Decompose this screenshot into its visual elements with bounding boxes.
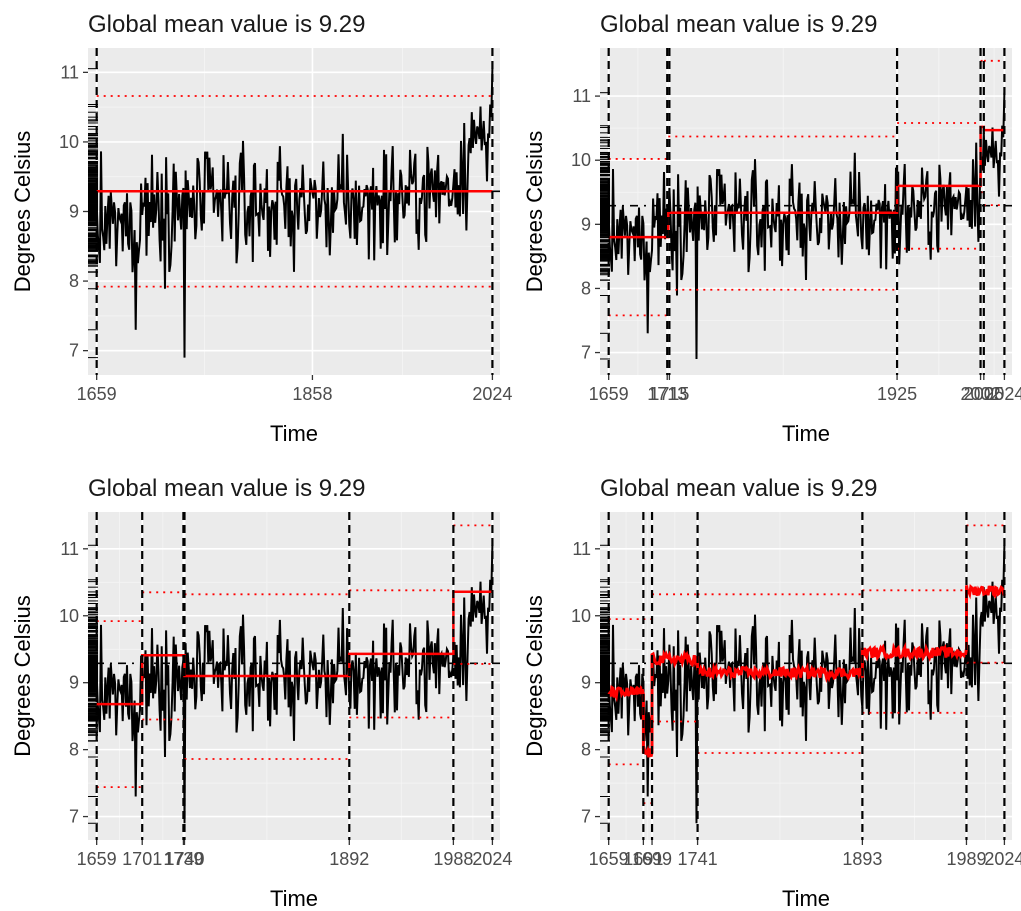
x-axis-title: Time bbox=[270, 421, 318, 446]
x-tick-label: 1691 bbox=[623, 849, 663, 869]
y-tick-label: 9 bbox=[69, 202, 79, 222]
y-tick-label: 7 bbox=[69, 341, 79, 361]
x-tick-label: 1659 bbox=[589, 384, 629, 404]
x-tick-label: 2002 bbox=[961, 384, 1001, 404]
y-tick-label: 7 bbox=[581, 343, 591, 363]
temperature-series bbox=[607, 545, 1006, 824]
chart-title: Global mean value is 9.29 bbox=[600, 475, 878, 502]
x-tick-label: 1989 bbox=[946, 849, 986, 869]
x-tick-label: 1740 bbox=[164, 849, 204, 869]
x-tick-label: 1858 bbox=[292, 384, 332, 404]
y-tick-label: 10 bbox=[571, 606, 591, 626]
x-tick-label: 1741 bbox=[678, 849, 718, 869]
x-tick-label: 1659 bbox=[77, 849, 117, 869]
y-tick-label: 10 bbox=[59, 132, 79, 152]
y-tick-label: 11 bbox=[572, 86, 591, 106]
x-tick-label: 1715 bbox=[649, 384, 689, 404]
x-tick-label: 1893 bbox=[842, 849, 882, 869]
y-tick-label: 8 bbox=[581, 740, 591, 760]
y-tick-label: 11 bbox=[572, 539, 591, 559]
y-tick-label: 9 bbox=[69, 673, 79, 693]
segment-mean-line bbox=[607, 584, 1006, 758]
x-tick-label: 1659 bbox=[77, 384, 117, 404]
x-tick-label: 2005 bbox=[964, 384, 1004, 404]
panel-1: 7 8 9 10 11 1659 1858 2024 Global mean value is … bbox=[10, 11, 512, 446]
x-tick-label: 1699 bbox=[632, 849, 672, 869]
x-tick-label: 1659 bbox=[589, 849, 629, 869]
x-tick-label: 2024 bbox=[472, 384, 512, 404]
temperature-series bbox=[95, 68, 494, 358]
y-tick-label: 10 bbox=[59, 606, 79, 626]
x-tick-label: 2024 bbox=[984, 849, 1021, 869]
y-tick-label: 9 bbox=[581, 673, 591, 693]
y-axis-title: Degrees Celsius bbox=[522, 595, 547, 756]
x-axis-title: Time bbox=[270, 886, 318, 911]
y-axis-title: Degrees Celsius bbox=[10, 131, 35, 292]
x-tick-label: 1713 bbox=[647, 384, 687, 404]
y-tick-label: 11 bbox=[60, 539, 79, 559]
x-tick-label: 2024 bbox=[984, 384, 1021, 404]
y-tick-label: 8 bbox=[69, 740, 79, 760]
x-tick-label: 2024 bbox=[472, 849, 512, 869]
y-tick-label: 7 bbox=[69, 807, 79, 827]
x-tick-label: 1701 bbox=[122, 849, 162, 869]
y-tick-label: 9 bbox=[581, 214, 591, 234]
x-axis-title: Time bbox=[782, 886, 830, 911]
x-tick-label: 1739 bbox=[163, 849, 203, 869]
temperature-series bbox=[607, 92, 1006, 360]
chart-title: Global mean value is 9.29 bbox=[88, 11, 366, 38]
x-tick-label: 1988 bbox=[433, 849, 473, 869]
x-tick-label: 1925 bbox=[877, 384, 917, 404]
x-tick-label: 1892 bbox=[329, 849, 369, 869]
temperature-series bbox=[95, 545, 494, 824]
y-tick-label: 10 bbox=[571, 150, 591, 170]
x-axis-title: Time bbox=[782, 421, 830, 446]
y-axis-title: Degrees Celsius bbox=[10, 595, 35, 756]
y-tick-label: 8 bbox=[69, 271, 79, 291]
chart-title: Global mean value is 9.29 bbox=[88, 475, 366, 502]
chart-title: Global mean value is 9.29 bbox=[600, 11, 878, 38]
y-tick-label: 7 bbox=[581, 807, 591, 827]
y-axis-title: Degrees Celsius bbox=[522, 131, 547, 292]
y-tick-label: 11 bbox=[60, 62, 79, 82]
y-tick-label: 8 bbox=[581, 278, 591, 298]
